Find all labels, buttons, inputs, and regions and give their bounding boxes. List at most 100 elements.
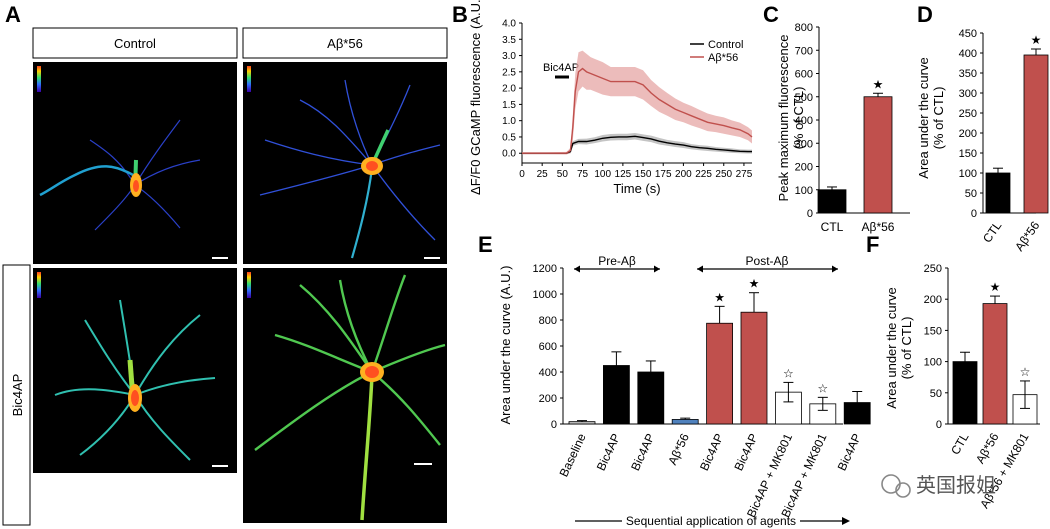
f-bar — [982, 303, 1008, 425]
wechat-icon-secondary — [895, 482, 911, 498]
column-header-control — [32, 27, 238, 59]
b-y-tick-label: 2.5 — [502, 67, 516, 78]
f-category-label: Aβ*56 — [973, 430, 1002, 466]
e-significance-marker: ★ — [714, 290, 725, 304]
f-bar — [952, 361, 978, 425]
chart-d: Area under the curve (% of CTL) 0 50 100 15… — [916, 28, 1049, 254]
d-significance-marker: ★ — [1031, 33, 1042, 47]
e-significance-marker: ☆ — [817, 381, 828, 395]
e-y-tick-label: 400 — [539, 367, 557, 379]
e-category-label: Bic4AP — [697, 431, 726, 473]
panel-letter-d: D — [917, 2, 933, 27]
f-category-label: CTL — [948, 430, 972, 457]
e-y-tick-label: 600 — [539, 341, 557, 353]
d-y-tick-label: 0 — [971, 208, 977, 220]
panel-letter-f: F — [866, 232, 879, 257]
c-category-label: Aβ*56 — [862, 220, 895, 234]
b-x-tick-label: 50 — [557, 169, 569, 180]
panel-letter-b: B — [452, 2, 468, 27]
c-y-tick-label: 800 — [795, 22, 813, 34]
f-y-tick-label: 100 — [924, 357, 942, 369]
c-y-axis-label-line2: (% of CTL) — [791, 87, 806, 150]
e-significance-marker: ☆ — [783, 366, 794, 380]
b-y-tick-label: 3.5 — [502, 35, 516, 46]
f-y-tick-label: 0 — [936, 419, 942, 431]
b-y-tick-label: 1.5 — [502, 100, 516, 111]
e-y-tick-label: 0 — [551, 419, 557, 431]
b-y-tick-label: 2.0 — [502, 84, 516, 95]
e-bar — [843, 402, 871, 425]
c-bar — [863, 96, 893, 214]
b-x-tick-label: 250 — [715, 169, 732, 180]
f-y-axis-label-line2: (% of CTL) — [899, 317, 914, 380]
e-group-pre-arrowhead-left — [574, 265, 580, 273]
d-y-tick-label: 250 — [959, 108, 977, 120]
wechat-icon — [881, 474, 901, 494]
c-bar — [817, 189, 847, 214]
e-group-post-arrowhead-right — [832, 265, 838, 273]
d-y-tick-label: 200 — [959, 128, 977, 140]
panel-letter-e: E — [478, 232, 493, 257]
c-y-tick-label: 200 — [795, 162, 813, 174]
b-x-tick-label: 150 — [635, 169, 652, 180]
e-bar — [637, 371, 665, 425]
e-category-label: Baseline — [557, 431, 589, 479]
c-category-label: CTL — [821, 220, 844, 234]
b-series-line — [522, 67, 753, 154]
e-bar — [568, 421, 596, 425]
e-category-label: Bic4AP — [835, 431, 864, 473]
row-label-bic4ap: Bic4AP — [10, 374, 25, 417]
b-x-tick-label: 225 — [695, 169, 712, 180]
e-sequential-label-bg — [622, 512, 800, 528]
b-x-tick-label: 25 — [537, 169, 549, 180]
e-group-pre: Pre-Aβ — [574, 254, 660, 273]
b-legend-label-control: Control — [708, 39, 743, 51]
f-significance-marker: ☆ — [1020, 365, 1031, 379]
d-y-tick-label: 150 — [959, 148, 977, 160]
chart-b: Time (s) ΔF/F0 GCaMP fluorescence (A.U.)… — [468, 0, 753, 196]
e-y-tick-label: 800 — [539, 315, 557, 327]
column-header-abeta — [242, 27, 448, 59]
e-group-pre-arrowhead-right — [654, 265, 660, 273]
b-series-sem-band — [522, 50, 752, 155]
b-x-tick-label: 75 — [577, 169, 589, 180]
b-y-tick-label: 0.0 — [502, 149, 516, 160]
panel-letter-a: A — [5, 2, 21, 27]
b-legend-label-abeta: Aβ*56 — [708, 52, 738, 64]
c-y-tick-label: 500 — [795, 92, 813, 104]
e-category-label: Bic4AP — [731, 431, 760, 473]
b-series-line — [522, 135, 752, 154]
d-y-tick-label: 100 — [959, 168, 977, 180]
b-legend: Control Aβ*56 — [690, 39, 743, 64]
e-bar — [603, 365, 630, 425]
e-category-label: Bic4AP — [628, 431, 657, 473]
f-y-axis-label-line1: Area under the curve — [884, 287, 899, 408]
e-category-label: Bic4AP — [594, 431, 623, 473]
b-y-tick-label: 3.0 — [502, 51, 516, 62]
e-y-tick-label: 1000 — [533, 289, 557, 301]
c-y-tick-label: 300 — [795, 138, 813, 150]
e-y-tick-label: 1200 — [533, 263, 557, 275]
micrograph-abeta — [243, 62, 447, 264]
d-y-tick-label: 350 — [959, 68, 977, 80]
f-y-tick-label: 150 — [924, 325, 942, 337]
f-y-tick-label: 200 — [924, 294, 942, 306]
e-sequential-arrow: Sequential application of agents — [575, 512, 850, 528]
b-y-tick-label: 4.0 — [502, 19, 516, 30]
micrograph-control — [33, 62, 237, 264]
c-y-tick-label: 700 — [795, 45, 813, 57]
b-x-tick-label: 100 — [594, 169, 611, 180]
d-y-axis-label-line1: Area under the curve — [916, 57, 931, 178]
b-x-tick-label: 0 — [519, 169, 525, 180]
micrograph-control-bic4ap — [33, 268, 237, 473]
b-x-tick-label: 175 — [655, 169, 672, 180]
e-y-tick-label: 200 — [539, 393, 557, 405]
e-group-post-label: Post-Aβ — [746, 254, 789, 268]
e-group-post-arrowhead-left — [697, 265, 703, 273]
row-header-bic4ap — [2, 264, 31, 526]
e-y-axis-label: Area under the curve (A.U.) — [498, 266, 513, 425]
d-bar — [985, 172, 1011, 214]
e-significance-marker: ★ — [749, 277, 760, 291]
chart-c: Peak maximum fluorescence (% of CTL) 0 10… — [776, 22, 910, 234]
e-group-pre-label: Pre-Aβ — [598, 254, 636, 268]
